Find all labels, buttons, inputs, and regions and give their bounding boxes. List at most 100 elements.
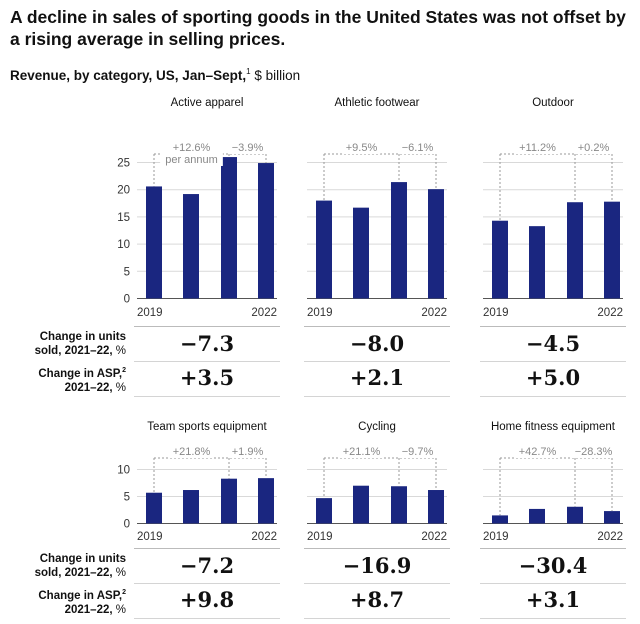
annotation-knockout <box>169 141 214 154</box>
annotation-cagr: +12.6% <box>173 142 211 154</box>
bar-2020 <box>529 508 545 524</box>
x-tick-label: 2022 <box>251 307 277 319</box>
asp-change-home-fitness: +3.1 <box>525 587 581 612</box>
asp-change-label-bottom: Change in ASP,2 2021–22, % <box>38 589 126 616</box>
chart-panel-1: +9.5% −6.1% Athletic footwear 2019 2022 <box>307 97 447 319</box>
subtitle-unit: $ billion <box>254 68 301 83</box>
annotation-knockout <box>228 445 267 458</box>
asp-change-active-apparel: +3.5 <box>179 365 235 390</box>
x-tick-label: 2019 <box>137 531 163 543</box>
annotation-knockout <box>398 445 437 458</box>
y-tick-label: 25 <box>117 158 130 170</box>
subtitle-footnote: 1 <box>246 67 251 76</box>
x-tick-label: 2019 <box>483 531 509 543</box>
annotation-yoy: −6.1% <box>402 142 434 154</box>
subtitle-label: Revenue, by category, US, Jan–Sept, <box>10 68 247 83</box>
units-change-outdoor: −4.5 <box>525 331 581 356</box>
y-tick-label: 0 <box>124 294 130 306</box>
annotation-knockout <box>515 141 560 154</box>
units-change-home-fitness: −30.4 <box>518 553 588 578</box>
bar-2022 <box>258 478 274 524</box>
units-change-active-apparel: −7.3 <box>179 331 235 356</box>
y-tick-label: 15 <box>117 212 130 224</box>
chart-subtitle: Revenue, by category, US, Jan–Sept,1 $ b… <box>10 63 300 85</box>
annotation-yoy: −9.7% <box>402 446 434 458</box>
annotation-knockout <box>515 445 560 458</box>
panel-title: Cycling <box>358 421 396 433</box>
units-change-team-sports: −7.2 <box>179 553 235 578</box>
bar-2021 <box>567 506 583 524</box>
annotation-knockout <box>574 141 613 154</box>
x-tick-label: 2022 <box>251 531 277 543</box>
bar-2020 <box>353 207 369 299</box>
bar-2020 <box>353 485 369 524</box>
bar-2020 <box>529 226 545 299</box>
annotation-cagr: +21.8% <box>173 446 211 458</box>
x-tick-label: 2022 <box>421 531 447 543</box>
annotation-cagr: +9.5% <box>346 142 378 154</box>
bar-2019 <box>492 220 508 299</box>
x-tick-label: 2019 <box>307 307 333 319</box>
annotation-yoy: −28.3% <box>575 446 613 458</box>
annotation-knockout <box>342 141 381 154</box>
x-tick-label: 2022 <box>597 307 623 319</box>
asp-change-cycling: +8.7 <box>349 587 405 612</box>
chart-title: A decline in sales of sporting goods in … <box>10 7 626 49</box>
x-tick-label: 2019 <box>137 307 163 319</box>
bar-2022 <box>428 189 444 299</box>
chart-panel-0: 0 5 10 15 20 25 +12.6% −3.9% per annum Active app… <box>117 97 277 319</box>
annotation-yoy: +0.2% <box>578 142 610 154</box>
bar-2021 <box>221 478 237 524</box>
bar-2022 <box>428 490 444 524</box>
chart-panel-4: +21.1% −9.7% Cycling 2019 2022 <box>307 421 447 543</box>
chart-panel-2: +11.2% +0.2% Outdoor 2019 2022 <box>483 97 623 319</box>
asp-change-team-sports: +9.8 <box>179 587 235 612</box>
chart-panel-3: 0 5 10 +21.8% +1.9% Team sports equipment 2019… <box>117 421 277 543</box>
asp-change-athletic-footwear: +2.1 <box>349 365 405 390</box>
panel-title: Team sports equipment <box>147 421 267 433</box>
panel-title: Outdoor <box>532 97 574 109</box>
chart-panel-5: +42.7% −28.3% Home fitness equipment 2019 20… <box>483 421 623 543</box>
annotation-cagr: +42.7% <box>519 446 557 458</box>
annotation-knockout <box>169 445 214 458</box>
y-tick-label: 10 <box>117 239 130 251</box>
bar-2021 <box>391 182 407 299</box>
units-change-athletic-footwear: −8.0 <box>349 331 405 356</box>
bar-2021 <box>391 486 407 524</box>
units-change-label-top: Change in units sold, 2021–22, % <box>34 331 126 357</box>
panel-title: Athletic footwear <box>334 97 419 109</box>
annotation-cagr-sub: per annum <box>165 154 218 166</box>
annotation-cagr: +11.2% <box>519 142 556 154</box>
bar-2022 <box>604 511 620 524</box>
x-tick-label: 2019 <box>483 307 509 319</box>
x-tick-label: 2022 <box>597 531 623 543</box>
annotation-knockout <box>339 445 384 458</box>
y-tick-label: 5 <box>124 492 130 504</box>
annotation-knockout <box>228 141 267 154</box>
y-tick-label: 10 <box>117 465 130 477</box>
panel-title: Home fitness equipment <box>491 421 616 433</box>
x-tick-label: 2019 <box>307 531 333 543</box>
panel-title: Active apparel <box>171 97 244 109</box>
asp-change-outdoor: +5.0 <box>525 365 581 390</box>
x-tick-label: 2022 <box>421 307 447 319</box>
annotation-knockout <box>571 445 616 458</box>
annotation-cagr: +21.1% <box>343 446 381 458</box>
units-change-label-bottom: Change in units sold, 2021–22, % <box>34 553 126 579</box>
annotation-yoy: −3.9% <box>232 142 264 154</box>
bar-2021 <box>221 157 237 299</box>
annotation-yoy: +1.9% <box>232 446 264 458</box>
asp-change-label-top: Change in ASP,2 2021–22, % <box>38 367 126 394</box>
y-tick-label: 20 <box>117 185 130 197</box>
bar-2019 <box>316 498 332 524</box>
bar-2019 <box>146 186 162 299</box>
annotation-knockout <box>160 153 223 166</box>
y-tick-label: 0 <box>124 519 130 531</box>
bar-2020 <box>183 490 199 524</box>
bar-2019 <box>492 515 508 524</box>
units-change-cycling: −16.9 <box>342 553 412 578</box>
y-tick-label: 5 <box>124 266 130 278</box>
annotation-knockout <box>398 141 437 154</box>
bar-2022 <box>258 163 274 299</box>
